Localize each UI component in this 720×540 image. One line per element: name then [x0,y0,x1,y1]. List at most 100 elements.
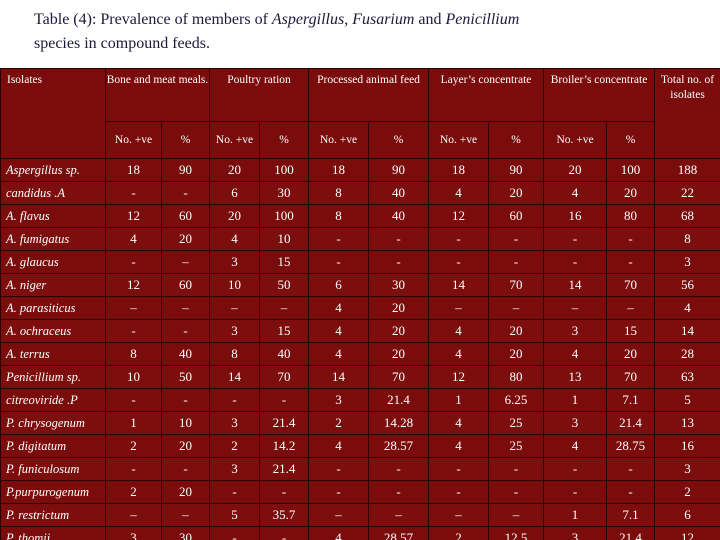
table-row: A. fumigatus 4 20 4 10- - - - - -8 [0,227,720,251]
count-cell: 6 [209,181,260,205]
count-cell: 18 [105,158,162,182]
percent-cell: 35.7 [258,503,310,527]
count-cell: 4 [428,411,490,435]
percent-cell: 7.1 [606,388,656,412]
count-cell: 4 [543,181,608,205]
count-cell: 1 [105,411,162,435]
percent-cell: 20 [161,434,210,458]
percent-cell: 20 [368,319,430,343]
isolate-name: A. niger [0,273,106,297]
percent-cell: 90 [368,158,430,182]
percent-cell: - [368,457,430,481]
total-cell: 188 [654,158,720,182]
table-row: candidus .A - -6 30 8 40 4 20 4 20 22 [0,181,720,205]
count-cell: 4 [308,434,370,458]
table-container: Isolates Bone and meat meals. Poultry ra… [0,68,720,540]
percent-cell: 21.4 [258,411,310,435]
count-cell: 20 [209,158,260,182]
count-cell: 6 [308,273,370,297]
count-cell: - [209,480,260,504]
count-cell: 3 [209,411,260,435]
count-cell: 4 [209,227,260,251]
percent-cell: 25 [488,434,545,458]
count-cell: – [105,296,162,320]
count-cell: 13 [543,365,608,389]
total-cell: 3 [654,250,720,274]
percent-cell: - [368,250,430,274]
percent-cell: 70 [606,273,656,297]
count-cell: - [105,250,162,274]
table-body: Aspergillus sp. 18 90 20 100 18 90 18 90 20 100 188… [0,158,720,540]
count-cell: 18 [308,158,370,182]
count-cell: – [543,296,608,320]
table-row: A. terrus 8 40 8 40 4 20 4 20 4 20 28 [0,342,720,366]
caption-suffix: species in compound feeds. [34,35,210,52]
total-cell: 68 [654,204,720,228]
caption-sep-2: and [414,11,446,28]
percent-cell: 30 [368,273,430,297]
count-cell: - [105,319,162,343]
isolate-name: A. flavus [0,204,106,228]
percent-cell: - [161,181,210,205]
table-row: P. chrysogenum 1 10 3 21.4 2 14.28 4 25 3 21.4 13 [0,411,720,435]
percent-cell: - [368,227,430,251]
percent-cell: 100 [258,158,310,182]
total-cell: 56 [654,273,720,297]
percent-cell: 70 [368,365,430,389]
percent-cell: - [161,388,210,412]
percent-cell: – [161,296,210,320]
count-cell: - [543,480,608,504]
percent-cell: 40 [161,342,210,366]
count-cell: 3 [209,319,260,343]
percent-cell: 15 [258,250,310,274]
caption-genus-fusarium: Fusarium [352,11,415,28]
percent-cell: 70 [258,365,310,389]
count-cell: 16 [543,204,608,228]
count-cell: - [308,480,370,504]
isolate-name: P. restrictum [0,503,106,527]
count-cell: 12 [105,273,162,297]
count-cell: - [308,227,370,251]
count-cell: 3 [543,526,608,540]
isolate-name: P. digitatum [0,434,106,458]
header-group-bone-meat: Bone and meat meals. [105,68,210,122]
count-cell: 4 [308,319,370,343]
table-row: P. funiculosum - -3 21.4- - - - - -3 [0,457,720,481]
count-cell: 2 [105,480,162,504]
table-row: A. glaucus - –3 15- - - - - -3 [0,250,720,274]
percent-cell: 80 [488,365,545,389]
percent-cell: - [258,526,310,540]
percent-cell: 40 [368,181,430,205]
count-cell: 12 [428,204,490,228]
count-cell: 1 [543,503,608,527]
percent-cell: 20 [488,319,545,343]
count-cell: 20 [543,158,608,182]
count-cell: 12 [428,365,490,389]
percent-cell: – [258,296,310,320]
percent-cell: – [606,296,656,320]
count-cell: 14 [428,273,490,297]
isolate-name: Penicillium sp. [0,365,106,389]
count-cell: 4 [428,181,490,205]
percent-cell: – [161,503,210,527]
count-cell: 4 [428,319,490,343]
header-isolates: Isolates [0,68,106,159]
isolate-name: candidus .A [0,181,106,205]
count-cell: - [543,457,608,481]
percent-cell: - [606,457,656,481]
percent-cell: 10 [258,227,310,251]
subheader-pct: % [488,121,545,159]
header-group-broiler: Broiler’s concentrate [543,68,656,122]
total-cell: 16 [654,434,720,458]
caption-genus-aspergillus: Aspergillus [271,11,345,28]
percent-cell: 50 [258,273,310,297]
percent-cell: – [488,503,545,527]
table-row: P. restrictum – –5 35.7– – – –1 7.1 6 [0,503,720,527]
percent-cell: 50 [161,365,210,389]
total-cell: 2 [654,480,720,504]
header-row: Isolates Bone and meat meals. Poultry ra… [0,68,720,159]
count-cell: 2 [308,411,370,435]
percent-cell: - [488,457,545,481]
count-cell: 3 [209,250,260,274]
isolate-name: P. thomii [0,526,106,540]
